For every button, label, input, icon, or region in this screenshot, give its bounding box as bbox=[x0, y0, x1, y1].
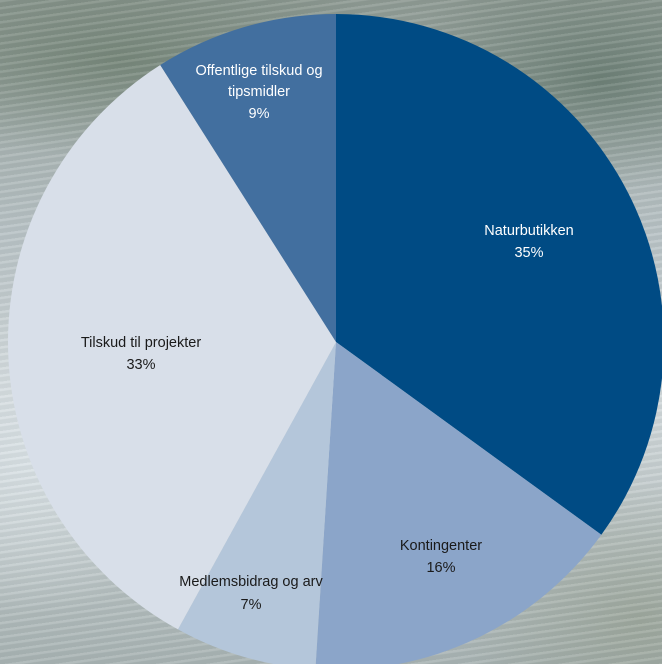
slice-label-group: Tilskud til projekter 33% bbox=[81, 335, 202, 373]
pie-slice-naturbutikken bbox=[336, 14, 662, 535]
slice-name-label: Tilskud til projekter bbox=[81, 335, 202, 351]
slice-value-label: 7% bbox=[241, 597, 262, 613]
pie-slice-medlemsbidrag-og-arv bbox=[177, 342, 336, 664]
slice-value-label: 9% bbox=[249, 106, 270, 122]
slice-value-label: 35% bbox=[514, 245, 543, 261]
slice-label-group: Kontingenter 16% bbox=[400, 538, 482, 576]
slice-name-label: Naturbutikken bbox=[484, 223, 573, 239]
slice-name-label: Medlemsbidrag og arv bbox=[179, 574, 323, 590]
slice-label-group: Offentlige tilskud og tipsmidler 9% bbox=[195, 63, 322, 122]
slice-name-label: tipsmidler bbox=[228, 84, 290, 100]
slice-label-group: Medlemsbidrag og arv 7% bbox=[179, 574, 323, 613]
pie-slice-offentlige-tilskud-og-tipsmidler bbox=[160, 14, 336, 342]
slice-label-group: Naturbutikken 35% bbox=[484, 223, 573, 261]
slice-name-label: Offentlige tilskud og bbox=[195, 63, 322, 79]
slice-name-label: Kontingenter bbox=[400, 538, 482, 554]
pie-slice-kontingenter bbox=[315, 342, 602, 664]
slice-value-label: 16% bbox=[426, 560, 455, 576]
slice-value-label: 33% bbox=[126, 357, 155, 373]
pie-slice-tilskud-til-projekter bbox=[7, 65, 336, 630]
